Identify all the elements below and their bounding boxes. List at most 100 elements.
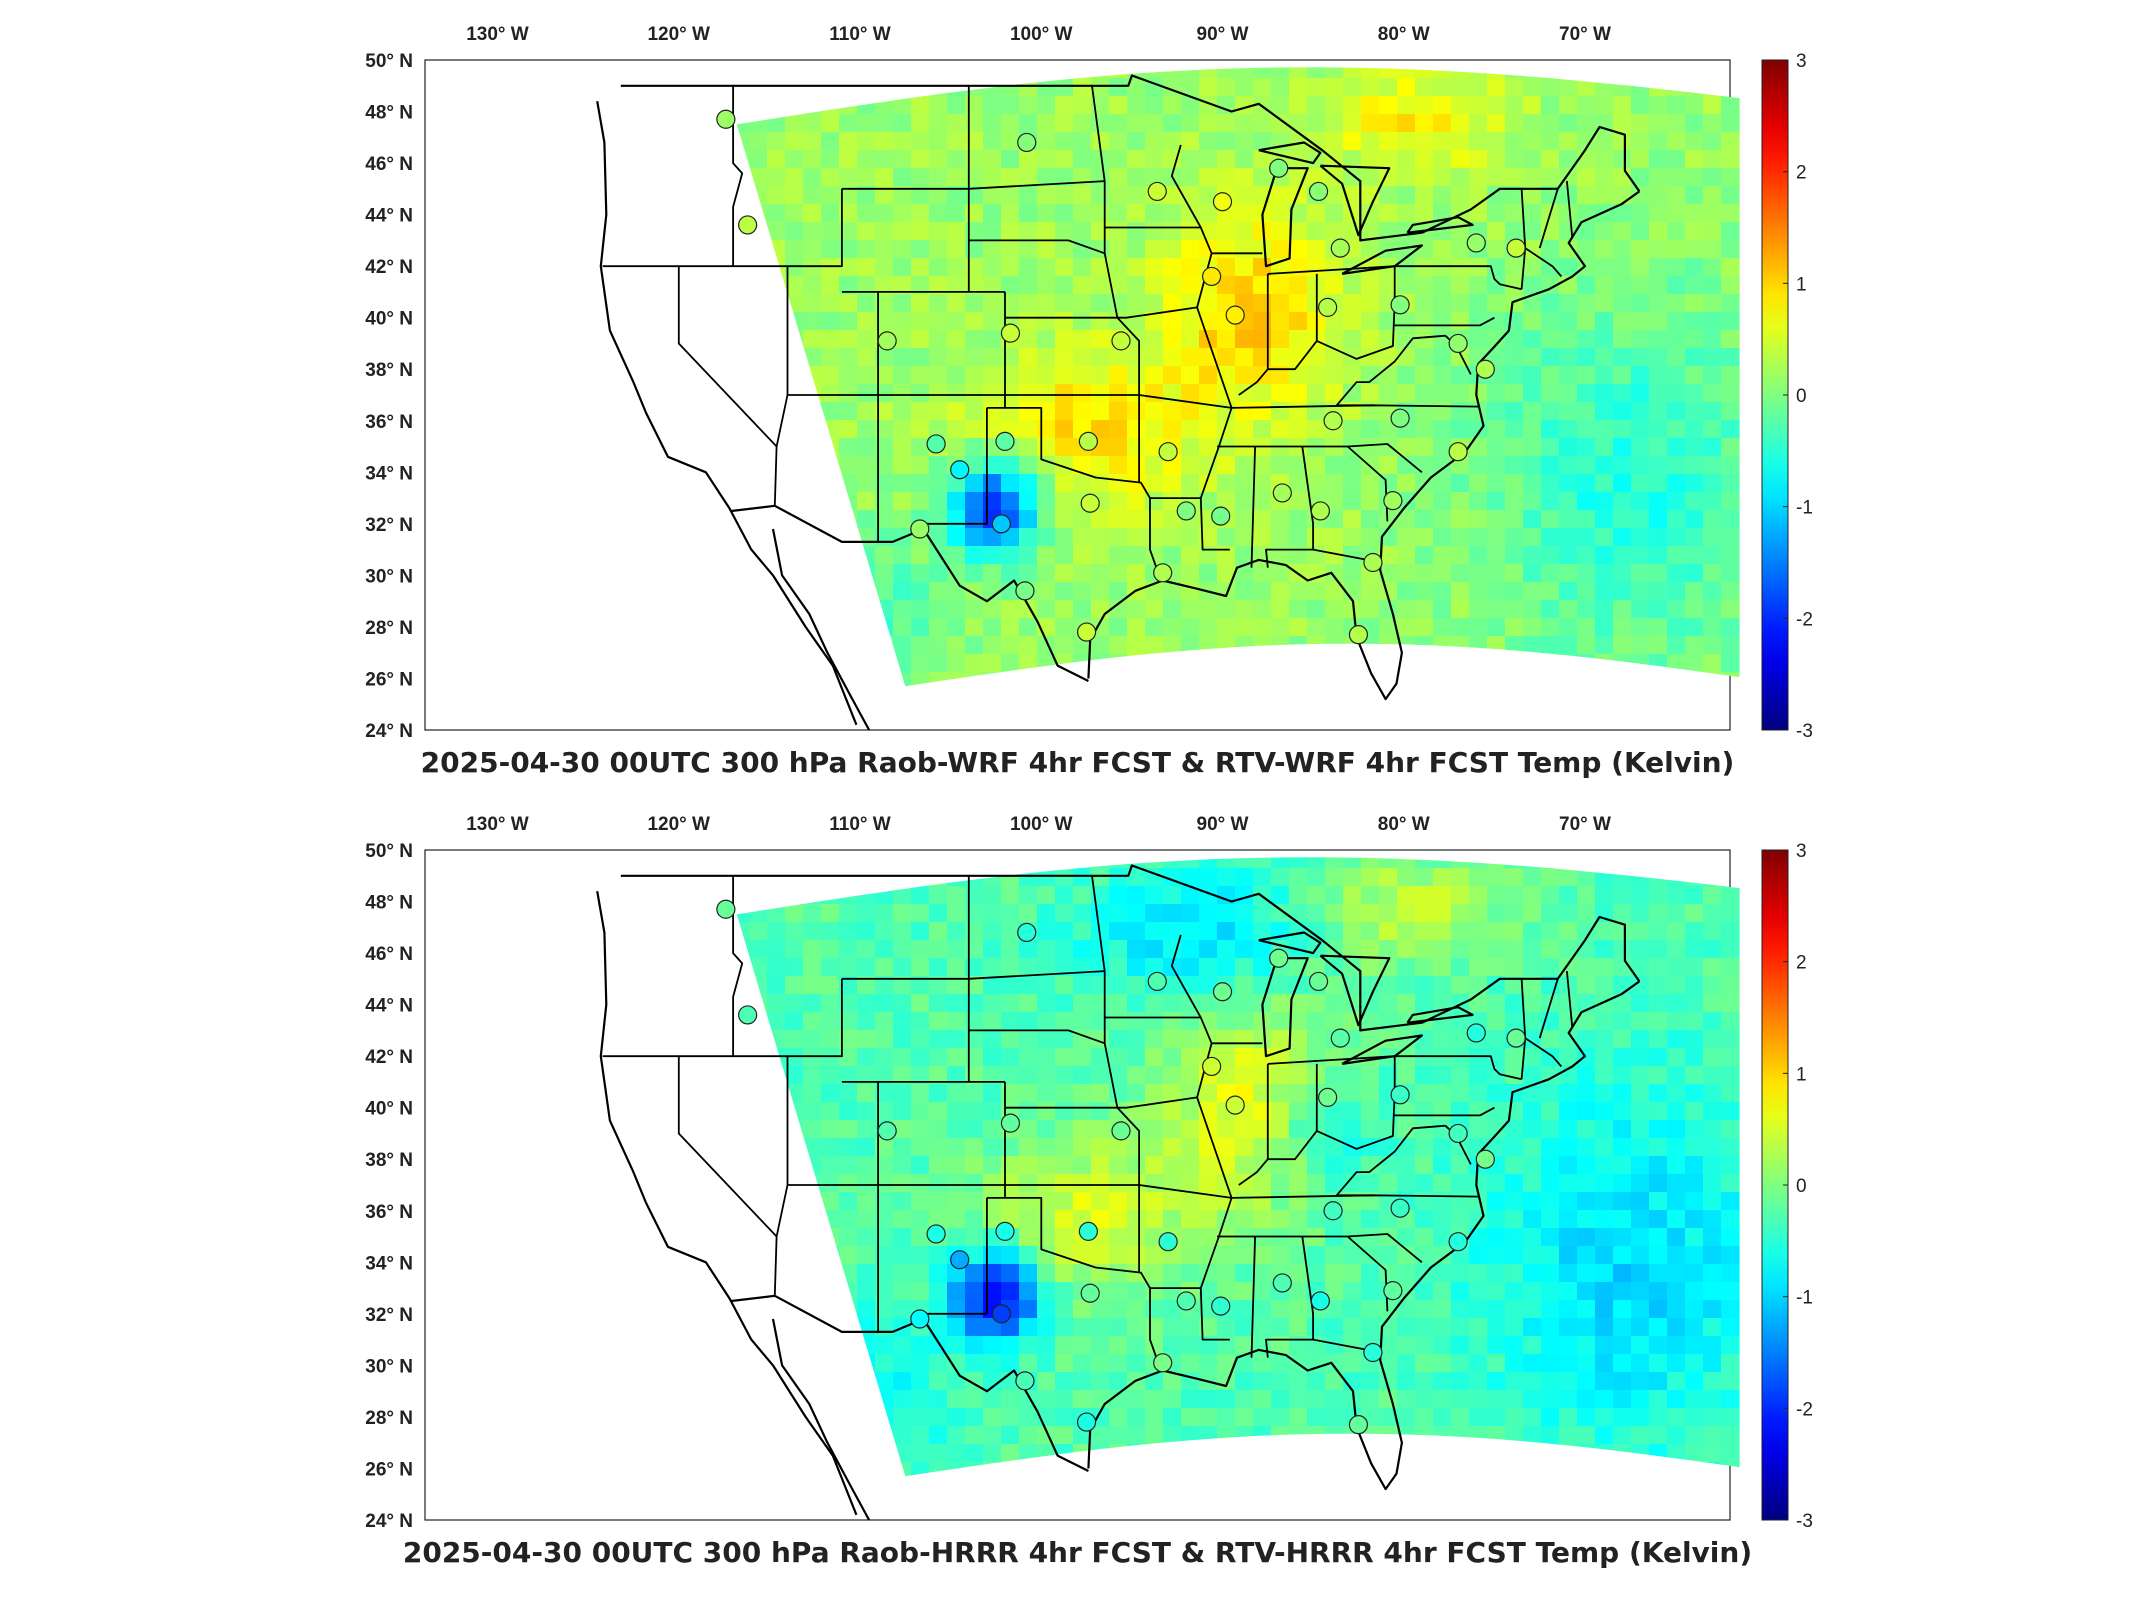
colorbar-tick-label: 2 — [1796, 163, 1807, 184]
station-marker — [1466, 233, 1486, 253]
station-marker — [1466, 1023, 1486, 1043]
station-marker — [1269, 948, 1289, 968]
station-marker — [950, 460, 970, 480]
lon-tick-label: 70° W — [1559, 814, 1611, 835]
lon-tick-label: 130° W — [466, 24, 529, 45]
lon-tick-label: 120° W — [647, 24, 710, 45]
station-marker — [1076, 622, 1097, 642]
lat-tick-label: 38° N — [365, 360, 413, 381]
station-marker — [1318, 1087, 1338, 1107]
station-marker — [995, 1221, 1015, 1241]
station-marker — [738, 215, 758, 235]
lat-tick-label: 48° N — [365, 103, 413, 124]
map-boundaries — [596, 74, 1641, 731]
lat-tick-label: 32° N — [365, 1305, 413, 1326]
lat-tick-label: 48° N — [365, 893, 413, 914]
station-marker — [1310, 501, 1330, 521]
panel-title: 2025-04-30 00UTC 300 hPa Raob-HRRR 4hr F… — [403, 1536, 1752, 1569]
station-marker — [1506, 1028, 1526, 1048]
station-marker — [1308, 181, 1329, 202]
lat-tick-label: 42° N — [365, 1047, 413, 1068]
station-marker — [1111, 331, 1131, 351]
lat-tick-label: 28° N — [365, 1408, 413, 1429]
colorbar-tick-label: 0 — [1796, 386, 1807, 407]
lat-tick-label: 36° N — [365, 412, 413, 433]
colorbar-tick-label: -3 — [1796, 721, 1813, 742]
station-marker — [1330, 238, 1350, 258]
station-marker — [1078, 431, 1098, 451]
station-marker — [1348, 1415, 1369, 1435]
station-marker — [1272, 1273, 1292, 1293]
lon-tick-label: 130° W — [466, 814, 529, 835]
station-marker — [1078, 1221, 1098, 1241]
station-marker — [1448, 333, 1468, 354]
lat-tick-label: 46° N — [365, 154, 413, 175]
lat-tick-label: 34° N — [365, 463, 413, 484]
station-marker — [926, 434, 946, 454]
station-marker — [1017, 132, 1037, 153]
station-marker — [910, 1309, 930, 1329]
colorbar-tick-label: 0 — [1796, 1176, 1807, 1197]
station-marker — [1153, 563, 1173, 583]
lat-tick-label: 38° N — [365, 1150, 413, 1171]
lon-tick-label: 70° W — [1559, 24, 1611, 45]
lon-tick-label: 100° W — [1010, 24, 1073, 45]
station-marker — [995, 431, 1015, 451]
lat-tick-label: 50° N — [365, 51, 413, 72]
station-marker — [1202, 1056, 1222, 1077]
station-marker — [1272, 483, 1292, 503]
station-marker — [1111, 1121, 1131, 1141]
colorbar-tick-label: -2 — [1796, 609, 1813, 630]
colorbar-tick-label: -2 — [1796, 1399, 1813, 1420]
station-marker — [1448, 442, 1468, 462]
station-marker — [1308, 971, 1329, 992]
raob-stations — [716, 899, 1526, 1435]
station-marker — [877, 1121, 897, 1141]
station-marker — [1000, 1113, 1021, 1133]
lat-tick-label: 40° N — [365, 309, 413, 330]
station-marker — [1323, 1201, 1343, 1221]
station-marker — [1212, 192, 1233, 212]
station-marker — [1000, 323, 1021, 343]
lat-tick-label: 26° N — [365, 1459, 413, 1480]
station-marker — [716, 109, 736, 129]
station-marker — [1323, 411, 1343, 431]
map-boundaries — [596, 864, 1641, 1521]
station-marker — [1147, 971, 1167, 992]
map-panel-hrrr: 130° W 120° W 110° W 100° W 90° W 80° W 70° W 5… — [0, 790, 2133, 1590]
station-marker — [991, 1304, 1011, 1324]
station-marker — [1363, 1342, 1383, 1363]
colorbar-tick-label: 1 — [1796, 274, 1807, 295]
lat-tick-label: 30° N — [365, 566, 413, 587]
station-marker — [1080, 493, 1100, 513]
station-marker — [716, 899, 736, 919]
station-marker — [1383, 491, 1403, 511]
colorbar-tick-label: 3 — [1796, 51, 1807, 72]
lon-tick-label: 110° W — [829, 814, 891, 835]
lat-tick-label: 42° N — [365, 257, 413, 278]
station-marker — [1390, 1085, 1410, 1105]
map-panel-wrf: 130° W 120° W 110° W 100° W 90° W 80° W 70° W 5… — [365, 24, 1813, 779]
station-marker — [1390, 295, 1410, 315]
station-marker — [1158, 442, 1178, 462]
colorbar-tick-label: 3 — [1796, 841, 1807, 862]
station-marker — [1383, 1281, 1403, 1301]
lat-tick-label: 24° N — [365, 1511, 413, 1532]
colorbar-tick-label: 1 — [1796, 1064, 1807, 1085]
station-marker — [1211, 1296, 1231, 1316]
lat-tick-label: 40° N — [365, 1099, 413, 1120]
station-marker — [1225, 1095, 1245, 1115]
station-marker — [926, 1224, 946, 1244]
station-marker — [1448, 1123, 1468, 1144]
station-marker — [1318, 297, 1338, 317]
station-marker — [1390, 1198, 1410, 1218]
station-marker — [1348, 625, 1369, 645]
station-marker — [1017, 922, 1037, 943]
colorbar-tick-label: -1 — [1796, 498, 1813, 519]
lat-tick-label: 24° N — [365, 721, 413, 742]
station-marker — [1506, 238, 1526, 258]
station-marker — [1147, 181, 1167, 202]
colorbar-tick-label: 2 — [1796, 953, 1807, 974]
lat-tick-label: 44° N — [365, 996, 413, 1017]
